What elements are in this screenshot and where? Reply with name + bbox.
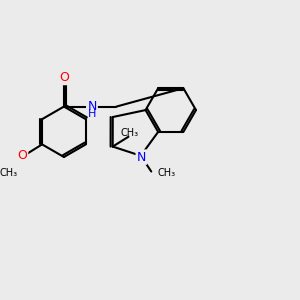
Text: N: N <box>87 100 97 113</box>
Text: O: O <box>17 149 27 163</box>
Text: N: N <box>137 151 146 164</box>
Text: H: H <box>88 109 96 119</box>
Text: O: O <box>59 71 69 84</box>
Text: CH₃: CH₃ <box>0 167 18 178</box>
Text: CH₃: CH₃ <box>158 168 176 178</box>
Text: CH₃: CH₃ <box>121 128 139 137</box>
